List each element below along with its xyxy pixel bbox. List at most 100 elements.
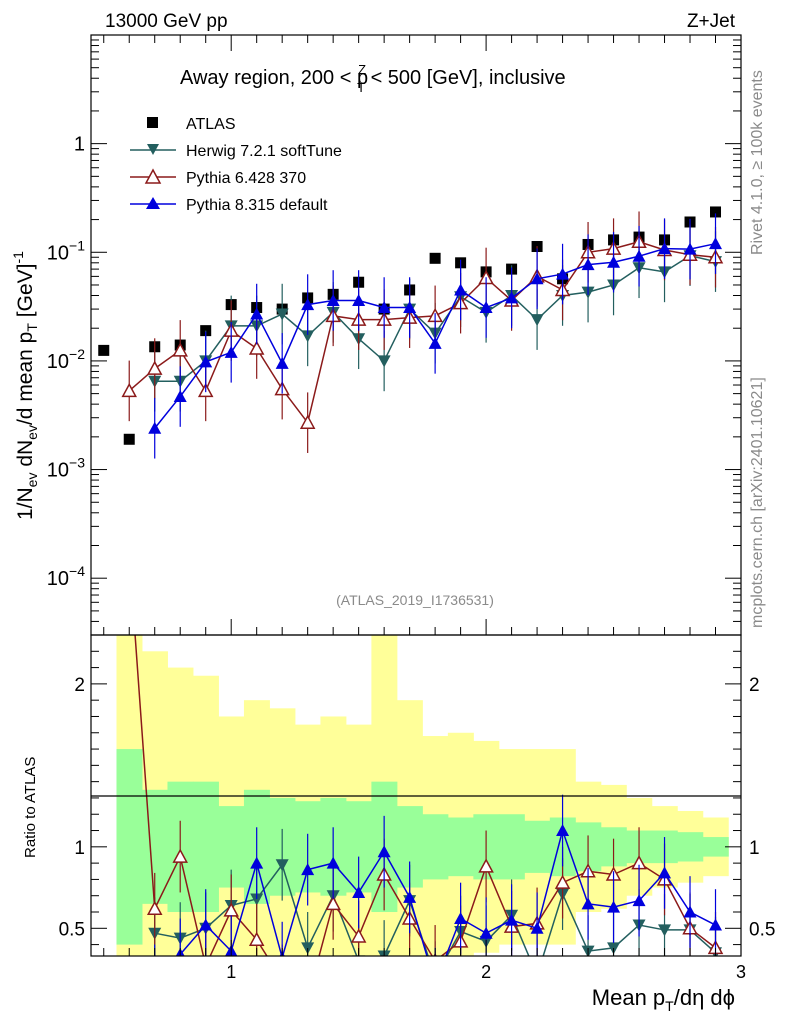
- pythia6-ratio-point: [172, 848, 188, 863]
- pythia8-point: [428, 336, 442, 349]
- herwig-ratio-point: [531, 970, 544, 982]
- ratio-band-inner: [447, 817, 474, 877]
- pythia8-point: [301, 298, 315, 311]
- legend: ATLAS Herwig 7.2.1 softTune Pythia 6.428…: [130, 116, 342, 214]
- herwig-point: [301, 330, 315, 343]
- pythia8-ratio-point: [352, 885, 366, 898]
- x-tick-label: 2: [481, 962, 491, 982]
- ratio-y-tick-label: 0.5: [59, 919, 85, 940]
- pythia8-point: [658, 242, 672, 255]
- pythia8-point: [632, 249, 646, 262]
- pythia8-ratio-point: [683, 905, 697, 918]
- herwig-ratio-point: [429, 972, 442, 984]
- pythia6-point: [172, 342, 188, 357]
- pythia8-ratio-point: [581, 897, 595, 910]
- pythia8-point: [275, 356, 289, 369]
- pythia6-ratio-point: [350, 928, 367, 943]
- herwig-point: [377, 355, 391, 368]
- pythia8-point: [250, 307, 264, 320]
- y-tick-label: 1: [74, 134, 85, 156]
- pythia8-ratio-point: [632, 894, 646, 907]
- pythia8-point: [173, 390, 187, 403]
- x-tick-label: 3: [736, 962, 746, 982]
- pythia8-ratio-point: [530, 921, 544, 934]
- pythia8-point: [199, 355, 213, 368]
- ratio-y-axis-label: Ratio to ATLAS: [22, 757, 39, 858]
- pythia8-point: [352, 293, 366, 306]
- herwig-ratio-point: [352, 955, 366, 956]
- pythia6-ratio-point: [301, 992, 314, 1004]
- pythia6-ratio-point: [554, 874, 571, 889]
- pythia6-point: [121, 382, 137, 398]
- pythia8-ratio-point: [301, 863, 315, 876]
- axis-ticks: 1 2 3 10−4 10−3 10−2 10−1 1 0.5 0.5 1 1 2 2: [47, 35, 775, 982]
- ratio-y-tick-label-right: 1: [749, 838, 760, 859]
- pythia8-ratio-point: [429, 977, 442, 989]
- y-tick-label: 10−1: [47, 237, 85, 264]
- pythia6-ratio-point: [478, 858, 494, 873]
- pythia8-point: [505, 291, 519, 304]
- ratio-y-tick-label-right: 2: [749, 675, 760, 696]
- x-axis-label: Mean pT/dη dϕ: [592, 985, 735, 1014]
- pythia8-ratio-point: [479, 926, 493, 939]
- pythia8-point: [454, 283, 468, 296]
- pythia8-ratio-point: [377, 845, 391, 858]
- ratio-band-inner: [116, 749, 143, 945]
- pythia6-point: [299, 414, 316, 429]
- herwig-ratio-point: [250, 893, 264, 906]
- pythia8-point: [581, 258, 595, 271]
- pythia8-point: [530, 272, 544, 285]
- ratio-band-inner: [422, 814, 449, 880]
- pythia8-point: [607, 255, 621, 268]
- atlas-point: [98, 344, 110, 356]
- ratio-y-tick-label-right: 0.5: [749, 919, 775, 940]
- pythia8-ratio-point: [250, 856, 264, 869]
- herwig-ratio-point: [658, 924, 672, 937]
- ratio-uncertainty-bands: [116, 635, 729, 956]
- pythia6-point: [146, 360, 163, 375]
- pythia6-ratio-point: [199, 959, 212, 971]
- energy-label: 13000 GeV pp: [105, 11, 228, 32]
- ratio-band-inner: [524, 820, 551, 873]
- pythia6-point: [248, 340, 265, 355]
- ratio-band-inner: [677, 832, 704, 862]
- pythia8-point: [148, 421, 162, 434]
- y-tick-label: 10−4: [47, 563, 85, 590]
- pythia8-point: [556, 267, 570, 280]
- pythia8-ratio-point: [556, 824, 570, 837]
- pythia8-ratio-point: [148, 974, 161, 986]
- pythia8-ratio-point: [505, 913, 519, 926]
- legend-pythia8-marker: [146, 197, 160, 209]
- legend-pythia8-label: Pythia 8.315 default: [186, 197, 328, 214]
- pythia8-point: [403, 301, 417, 314]
- pythia8-ratio-point: [454, 912, 468, 925]
- y-axis-label: 1/Nev dNev/d mean pT [GeV]-1: [10, 251, 40, 520]
- pythia6-ratio-point: [248, 931, 265, 946]
- ratio-y-tick-label: 1: [74, 838, 85, 859]
- process-label: Z+Jet: [687, 11, 736, 32]
- pythia6-ratio-point: [325, 895, 341, 911]
- ratio-plot-marks: [134, 635, 724, 1004]
- legend-herwig-label: Herwig 7.2.1 softTune: [186, 143, 342, 160]
- mcplots-label: mcplots.cern.ch [arXiv:2401.10621]: [749, 377, 766, 628]
- pythia6-ratio-point: [276, 974, 289, 986]
- pythia8-point: [709, 237, 723, 250]
- y-tick-label: 10−3: [47, 455, 85, 482]
- pythia8-ratio-point: [658, 866, 672, 879]
- pythia8-ratio-point: [607, 900, 621, 913]
- ratio-band-inner: [702, 837, 729, 857]
- pythia6-line: [128, 240, 716, 425]
- x-tick-label: 1: [226, 962, 236, 982]
- rivet-version-label: Rivet 4.1.0, ≥ 100k events: [749, 70, 766, 255]
- pythia8-point: [224, 345, 238, 358]
- ratio-band-inner: [498, 814, 525, 880]
- atlas-point: [429, 252, 441, 264]
- pythia8-point: [377, 301, 391, 314]
- herwig-point: [530, 314, 544, 327]
- legend-pythia6-label: Pythia 6.428 370: [186, 170, 306, 187]
- pythia8-point: [479, 301, 493, 314]
- herwig-point: [275, 308, 289, 321]
- pythia6-ratio-point: [146, 900, 163, 915]
- legend-pythia6-marker: [144, 168, 162, 184]
